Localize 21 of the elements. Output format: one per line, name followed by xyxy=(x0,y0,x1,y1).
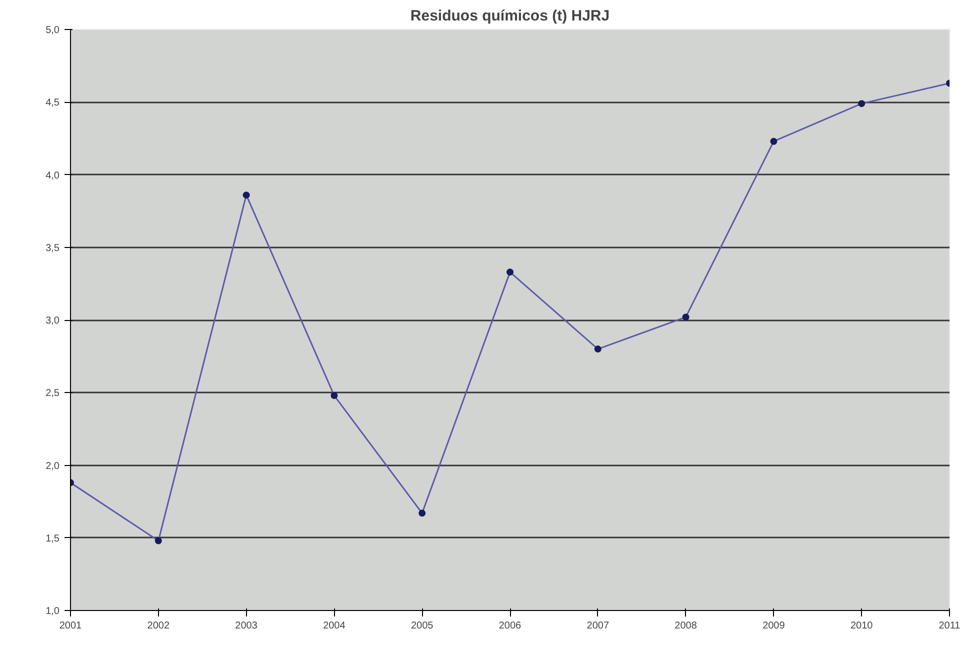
y-tick-label: 4,0 xyxy=(46,170,60,182)
y-tick-label: 4,5 xyxy=(46,98,60,109)
y-tick-label: 1,0 xyxy=(46,606,60,617)
x-tick-label: 2010 xyxy=(850,620,874,632)
y-tick-label: 1,5 xyxy=(46,533,60,544)
y-tick-label: 2,5 xyxy=(46,388,60,400)
y-tick-label: 3,5 xyxy=(46,242,60,254)
x-tick-label: 2007 xyxy=(586,620,610,632)
y-tick-label: 3,0 xyxy=(46,316,60,326)
x-tick-label: 2008 xyxy=(674,620,698,632)
x-tick-label: 2004 xyxy=(323,620,346,632)
y-tick-label: 5,0 xyxy=(46,25,60,36)
x-tick-label: 2006 xyxy=(498,620,522,632)
x-tick-label: 2002 xyxy=(147,620,170,632)
chart-title: Residuos químicos (t) HJRJ xyxy=(410,8,610,24)
y-tick-label: 2,0 xyxy=(46,460,60,472)
x-tick-label: 2011 xyxy=(938,620,961,632)
x-tick-label: 2001 xyxy=(59,620,82,632)
x-tick-label: 2003 xyxy=(235,620,258,632)
x-tick-label: 2005 xyxy=(410,620,434,632)
x-tick-label: 2009 xyxy=(762,620,786,632)
